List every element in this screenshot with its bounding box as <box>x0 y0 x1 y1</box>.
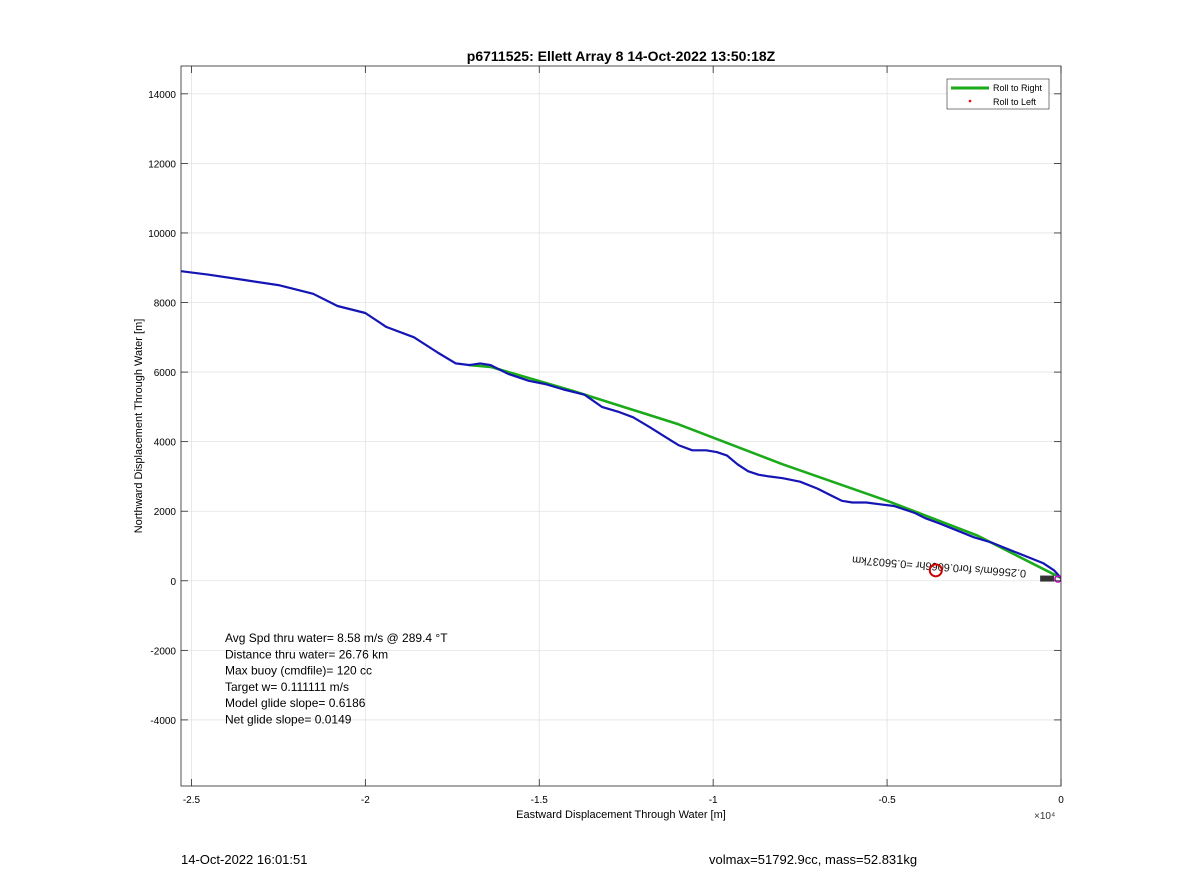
y-tick-label: 4000 <box>154 438 177 449</box>
x-tick-label: -2.5 <box>183 795 201 806</box>
legend-label-roll-left: Roll to Left <box>993 97 1037 107</box>
y-tick-label: 8000 <box>154 299 177 310</box>
plot-area <box>181 66 1061 786</box>
y-tick-label: 10000 <box>148 229 176 240</box>
y-axis-label: Northward Displacement Through Water [m] <box>133 319 145 534</box>
legend-swatch-roll-left <box>968 99 972 103</box>
magenta-end-marker <box>1054 575 1061 583</box>
y-tick-label: -4000 <box>150 716 176 727</box>
x-tick-label: -1.5 <box>531 795 549 806</box>
legend-label-roll-right: Roll to Right <box>993 83 1043 93</box>
x-axis: -2.5 -2 -1.5 -1 -0.5 0 <box>183 66 1064 806</box>
x-tick-label: -0.5 <box>878 795 896 806</box>
y-tick-label: 2000 <box>154 507 177 518</box>
footer-volmax-mass: volmax=51792.9cc, mass=52.831kg <box>709 852 918 867</box>
series-track-line <box>181 270 1061 580</box>
legend: Roll to Right Roll to Left <box>946 78 1050 110</box>
y-tick-label: 14000 <box>148 90 176 101</box>
footer-timestamp: 14-Oct-2022 16:01:51 <box>181 852 308 867</box>
stats-line: Max buoy (cmdfile)= 120 cc <box>225 664 372 678</box>
stats-line: Net glide slope= 0.0149 <box>225 713 352 727</box>
y-tick-label: -2000 <box>150 646 176 657</box>
y-axis: -4000 -2000 0 2000 4000 6000 8000 10000 12000 140… <box>148 90 1061 727</box>
y-tick-label: 6000 <box>154 368 177 379</box>
x-tick-label: -2 <box>361 795 370 806</box>
stats-line: Target w= 0.111111 m/s <box>225 680 349 694</box>
plot-frame <box>180 65 1062 787</box>
endpoint-cluster-marker <box>1040 575 1055 582</box>
x-axis-exponent: ×10⁴ <box>1034 811 1055 822</box>
x-tick-label: 0 <box>1058 795 1064 806</box>
stats-line: Model glide slope= 0.6186 <box>225 696 366 710</box>
chart-title: p6711525: Ellett Array 8 14-Oct-2022 13:… <box>467 48 776 64</box>
y-tick-label: 12000 <box>148 159 176 170</box>
legend-box <box>946 78 1050 110</box>
stats-text-block: Avg Spd thru water= 8.58 m/s @ 289.4 °T D… <box>225 631 448 727</box>
red-circle-marker <box>928 563 943 578</box>
stats-line: Avg Spd thru water= 8.58 m/s @ 289.4 °T <box>225 631 448 645</box>
x-axis-label: Eastward Displacement Through Water [m] <box>516 809 726 821</box>
stats-line: Distance thru water= 26.76 km <box>225 647 388 661</box>
y-tick-label: 0 <box>170 577 176 588</box>
x-tick-label: -1 <box>709 795 718 806</box>
